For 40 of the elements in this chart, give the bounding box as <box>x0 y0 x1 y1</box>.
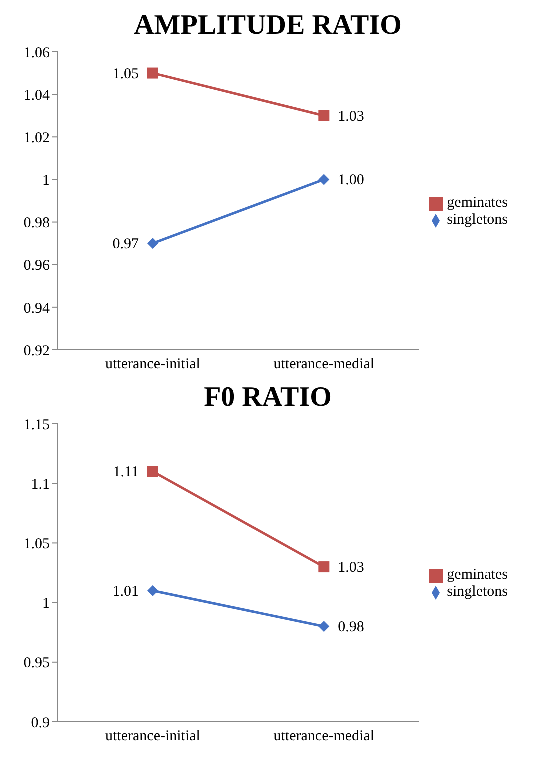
y-tick-label: 1 <box>42 596 50 612</box>
x-tick-label: utterance-initial <box>106 728 200 745</box>
y-tick-label: 1.05 <box>24 536 50 553</box>
y-tick-label: 1.02 <box>24 130 50 146</box>
point <box>318 174 330 186</box>
point <box>148 68 158 79</box>
data-label: 1.01 <box>112 584 139 600</box>
data-label: 0.97 <box>112 236 140 253</box>
x-tick-label: utterance-medial <box>274 356 375 373</box>
data-label: 1.11 <box>113 464 139 481</box>
data-label: 1.00 <box>338 172 364 189</box>
point <box>148 585 158 596</box>
chart-title: AMPLITUDE RATIO <box>133 9 403 43</box>
y-tick-label: 0.95 <box>24 656 50 672</box>
y-tick-label: 0.9 <box>31 715 50 732</box>
point <box>148 466 158 478</box>
data-label: 0.98 <box>338 620 364 636</box>
x-tick-label: utterance-medial <box>274 728 375 745</box>
data-label: 1.05 <box>112 66 139 82</box>
point <box>148 238 158 250</box>
legend-label: geminates <box>447 567 508 583</box>
point <box>318 562 330 573</box>
y-tick-label: 1.04 <box>24 88 50 104</box>
point <box>318 621 330 632</box>
legend-label: singletons <box>447 212 508 228</box>
legend-label: singletons <box>447 584 508 600</box>
x-tick-label: utterance-initial <box>106 356 200 373</box>
y-tick-label: 0.98 <box>24 216 50 232</box>
y-tick-label: 0.92 <box>24 343 50 360</box>
y-tick-label: 0.96 <box>24 258 50 274</box>
y-tick-label: 1.15 <box>24 417 50 434</box>
data-label: 1.03 <box>338 560 364 576</box>
y-tick-label: 0.94 <box>24 300 50 317</box>
point <box>318 110 330 122</box>
chart-title: F0 RATIO <box>203 381 333 415</box>
y-tick-label: 1.06 <box>24 45 50 62</box>
data-label: 1.03 <box>338 108 364 125</box>
y-tick-label: 1.1 <box>31 476 50 493</box>
y-tick-label: 1 <box>42 173 50 190</box>
legend-label: geminates <box>447 195 508 211</box>
